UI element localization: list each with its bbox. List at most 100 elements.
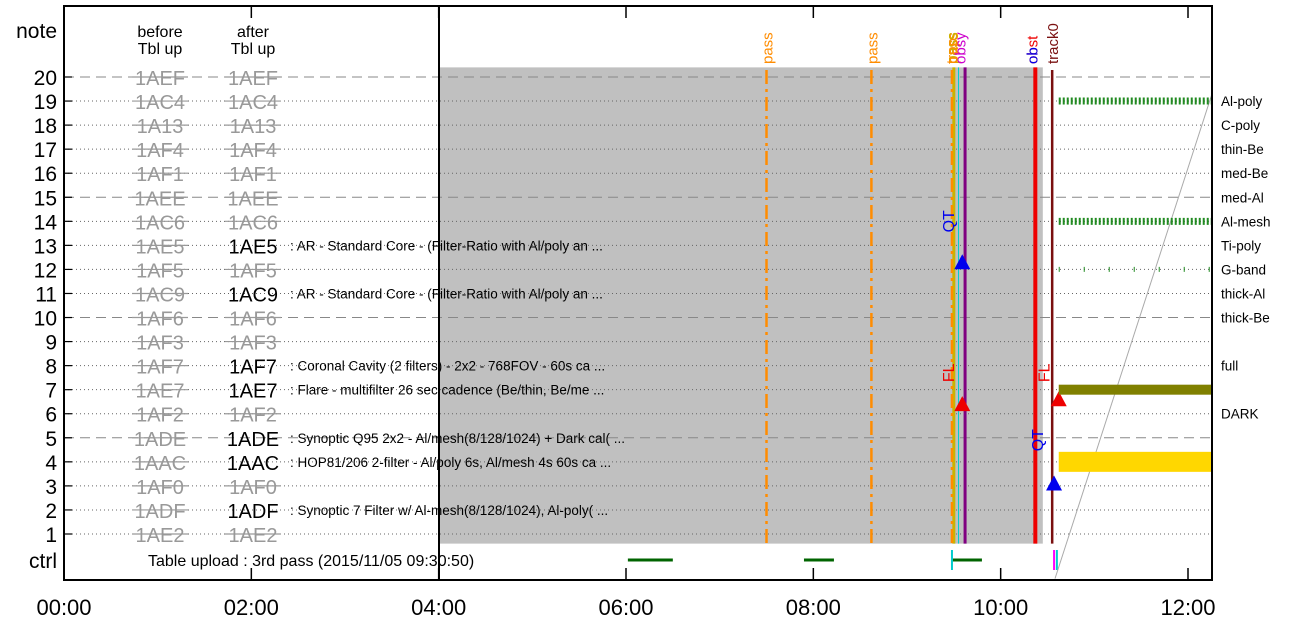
row-before-code: 1AF0: [136, 477, 184, 499]
row-before-code: 1AF3: [136, 333, 184, 355]
row-after-code: 1ADF: [227, 501, 278, 523]
event-label: pass: [944, 32, 961, 64]
row-note-number: 18: [34, 115, 57, 138]
row-before-code: 1AC4: [135, 92, 185, 114]
row-note-number: 16: [34, 163, 57, 186]
row-before-code: 1AF7: [136, 357, 184, 379]
marker-label: FL: [1036, 363, 1053, 382]
corner-label: note: [16, 20, 57, 43]
row-description: : Synoptic 7 Filter w/ Al-mesh(8/128/102…: [290, 503, 608, 518]
x-tick-label: 10:00: [973, 595, 1028, 620]
row-before-code: 1AC6: [135, 212, 185, 234]
row-after-code: 1AE7: [229, 381, 278, 403]
row-before-code: 1AE7: [136, 381, 185, 403]
timeline-bar: [1058, 384, 1212, 395]
row-before-code: 1AF5: [136, 260, 184, 282]
row-after-code: 1AF1: [229, 164, 277, 186]
row-right-label: full: [1221, 359, 1238, 374]
marker-triangle: [1046, 475, 1063, 491]
x-tick-label: 02:00: [224, 595, 279, 620]
row-before-code: 1AC9: [135, 284, 185, 306]
row-right-label: Al-poly: [1221, 94, 1263, 109]
timeline-bar: [1058, 451, 1212, 472]
row-description: : Flare - multifilter 26 sec cadence (Be…: [290, 383, 604, 398]
row-note-number: 5: [45, 428, 57, 451]
x-tick-label: 12:00: [1160, 595, 1215, 620]
marker-triangle: [1050, 391, 1067, 407]
row-before-code: 1ADF: [134, 501, 185, 523]
row-note-number: 1: [45, 524, 57, 547]
row-before-code: 1AF1: [136, 164, 184, 186]
row-after-code: 1AAC: [227, 453, 279, 475]
row-after-code: 1AEF: [228, 68, 278, 90]
row-after-code: 1AF5: [229, 260, 277, 282]
row-right-label: C-poly: [1221, 118, 1260, 133]
row-note-number: 10: [34, 308, 57, 331]
row-note-number: 8: [45, 356, 57, 379]
row-note-number: 15: [34, 187, 57, 210]
row-after-code: 1AE5: [229, 236, 278, 258]
row-note-number: 3: [45, 476, 57, 499]
row-after-code: 1AF3: [229, 333, 277, 355]
row-description: : HOP81/206 2-filter - Al/poly 6s, Al/me…: [290, 455, 611, 470]
row-note-number: 11: [35, 283, 57, 306]
marker-triangle: [954, 254, 971, 270]
row-note-number: 9: [45, 332, 57, 355]
row-before-code: 1ADE: [134, 429, 186, 451]
row-right-label: thick-Be: [1221, 311, 1270, 326]
row-before-code: 1AE5: [136, 236, 185, 258]
marker-label: QT: [1030, 429, 1047, 451]
x-tick-label: 08:00: [786, 595, 841, 620]
row-before-code: 1AEF: [135, 68, 185, 90]
event-label: obsy: [952, 32, 969, 64]
x-tick-label: 00:00: [36, 595, 91, 620]
row-note-number: 7: [45, 380, 57, 403]
row-after-code: 1AEE: [227, 188, 278, 210]
before-header-line2: Tbl up: [138, 41, 183, 58]
event-label: pass: [944, 32, 961, 64]
marker-label: QT: [941, 210, 958, 232]
row-right-label: med-Al: [1221, 190, 1264, 205]
event-label: pass: [945, 32, 962, 64]
row-before-code: 1AEE: [134, 188, 185, 210]
row-after-code: 1AF0: [229, 477, 277, 499]
row-right-label: thick-Al: [1221, 286, 1265, 301]
row-after-code: 1AF7: [229, 357, 277, 379]
row-after-code: 1AF2: [229, 405, 277, 427]
row-right-label: G-band: [1221, 262, 1266, 277]
row-after-code: 1AC6: [228, 212, 278, 234]
event-label: pass: [864, 32, 881, 64]
row-after-code: 1AE2: [229, 525, 278, 547]
marker-label: FL: [941, 363, 958, 382]
ctrl-text: Table upload : 3rd pass (2015/11/05 09:3…: [148, 553, 474, 570]
row-note-number: 2: [45, 500, 57, 523]
row-note-number: 6: [45, 404, 57, 427]
shaded-region: [438, 67, 1043, 544]
row-note-number: 20: [34, 67, 57, 90]
row-right-label: Ti-poly: [1221, 238, 1261, 253]
marker-triangle: [954, 396, 971, 412]
row-before-code: 1AF2: [136, 405, 184, 427]
row-before-code: 1AE2: [136, 525, 185, 547]
row-description: : Coronal Cavity (2 filters) - 2x2 - 768…: [290, 359, 605, 374]
row-after-code: 1AF6: [229, 309, 277, 331]
row-after-code: 1ADE: [227, 429, 279, 451]
row-note-number: 17: [34, 139, 57, 162]
row-note-number: 14: [34, 211, 58, 234]
event-label: obst: [1025, 35, 1042, 64]
row-after-code: 1AC4: [228, 92, 278, 114]
row-right-label: med-Be: [1221, 166, 1268, 181]
row-before-code: 1A13: [137, 116, 184, 138]
row-note-number: 12: [34, 259, 57, 282]
ctrl-label: ctrl: [29, 550, 57, 573]
diagonal-line: [1054, 93, 1213, 579]
event-label: ob: [1025, 47, 1042, 64]
event-label: pass: [760, 32, 777, 64]
event-label: track0: [1045, 23, 1062, 64]
row-right-label: Al-mesh: [1221, 214, 1271, 229]
row-before-code: 1AAC: [134, 453, 186, 475]
row-after-code: 1A13: [230, 116, 277, 138]
row-note-number: 13: [34, 235, 57, 258]
x-tick-label: 04:00: [411, 595, 466, 620]
